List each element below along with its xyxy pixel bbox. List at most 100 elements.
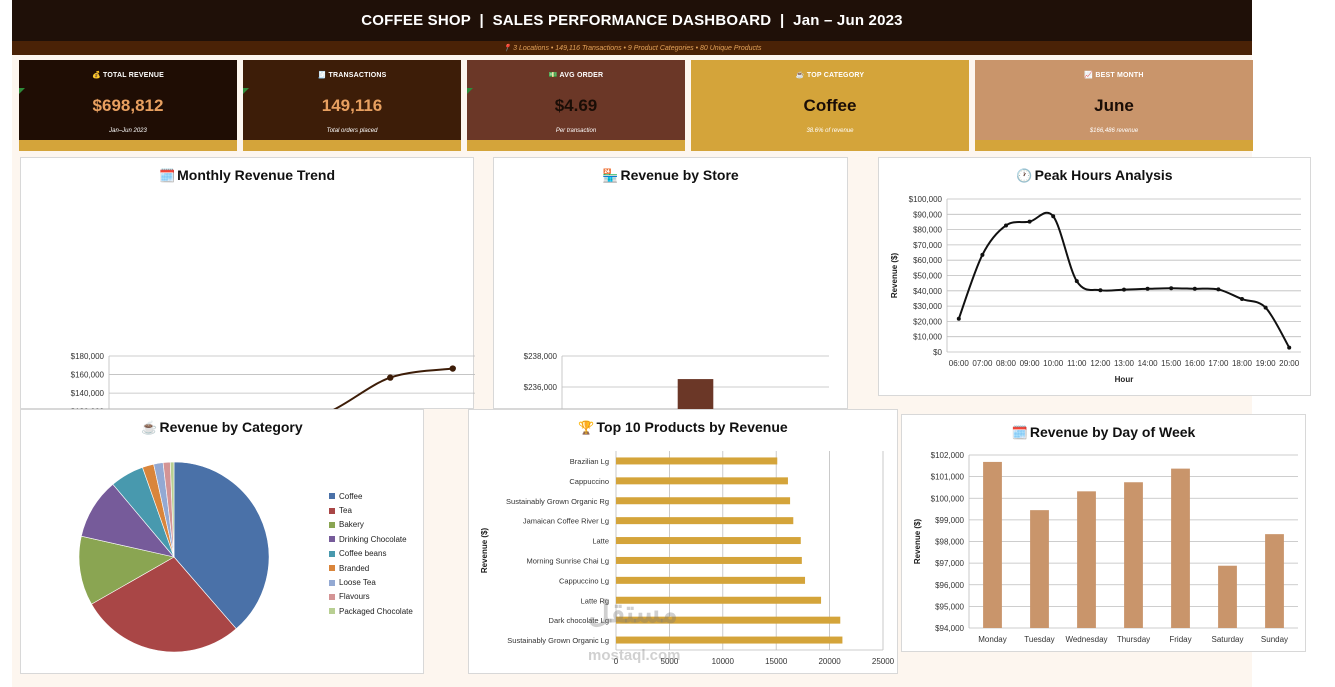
kpi-title: 🧾 TRANSACTIONS xyxy=(317,72,387,79)
bar xyxy=(616,556,802,564)
y-tick-label: $100,000 xyxy=(909,195,943,204)
bar xyxy=(616,616,841,624)
kpi-accent-bar xyxy=(691,140,969,151)
y-tick-label: $40,000 xyxy=(913,287,942,296)
x-tick-label: 20000 xyxy=(818,657,841,666)
y-tick-label: $238,000 xyxy=(524,352,558,361)
bar xyxy=(616,477,788,485)
y-tick-label: $0 xyxy=(933,348,942,357)
category-revenue-chart xyxy=(78,461,270,653)
data-point xyxy=(956,316,961,321)
category-revenue-title: ☕ Revenue by Category xyxy=(21,419,423,436)
calendar-icon: 🗓️ xyxy=(1011,425,1028,440)
top-products-chart: 0 5000 10000 15000 20000 25000 Brazilian Lg Cap… xyxy=(480,451,895,666)
kpi-value: $4.69 xyxy=(554,96,598,115)
data-point xyxy=(1192,286,1197,291)
data-point xyxy=(1098,288,1103,293)
x-tick-label: Monday xyxy=(978,635,1006,644)
legend-label: Tea xyxy=(339,506,352,516)
x-tick-label: 16:00 xyxy=(1185,359,1206,368)
legend-item: Loose Tea xyxy=(329,575,413,589)
kpi-title: 📈 BEST MONTH xyxy=(1084,72,1144,79)
data-point xyxy=(980,252,985,257)
kpi-card-transactions: 🧾 TRANSACTIONS 149,116 Total orders plac… xyxy=(243,60,461,151)
chart-title: Revenue by Category xyxy=(159,419,303,435)
kpi-subtitle: Jan–Jun 2023 xyxy=(109,128,147,134)
x-tick-label: 15:00 xyxy=(1161,359,1182,368)
calendar-icon: 🗓️ xyxy=(158,168,176,183)
legend-label: Loose Tea xyxy=(339,578,376,588)
kpi-value: June xyxy=(1094,96,1134,115)
y-tick-label: $236,000 xyxy=(524,383,558,392)
chart-title: Top 10 Products by Revenue xyxy=(596,419,788,435)
legend-label: Flavours xyxy=(339,592,370,602)
legend-label: Packaged Chocolate xyxy=(339,606,413,616)
pie-slice xyxy=(78,535,175,605)
y-tick-label: $97,000 xyxy=(935,559,964,568)
legend-swatch xyxy=(329,550,335,557)
kpi-accent-bar xyxy=(19,140,237,151)
legend-item: Coffee beans xyxy=(329,547,413,561)
x-tick-label: 13:00 xyxy=(1114,359,1135,368)
x-tick-label: 06:00 xyxy=(949,359,970,368)
x-tick-label: 20:00 xyxy=(1279,359,1300,368)
bar xyxy=(616,457,778,465)
y-tick-label: $95,000 xyxy=(935,602,964,611)
x-tick-label: 07:00 xyxy=(972,359,993,368)
indicator-triangle-icon xyxy=(19,88,25,94)
y-tick-label: Dark chocolate Lg xyxy=(549,616,609,625)
y-tick-label: Cappuccino Lg xyxy=(559,576,609,585)
category-legend: Coffee Tea Bakery Drinking Chocolate Coffee … xyxy=(329,489,413,619)
dashboard-title: COFFEE SHOP | SALES PERFORMANCE DASHBOAR… xyxy=(361,12,903,29)
y-tick-label: $96,000 xyxy=(935,581,964,590)
kpi-card-total-revenue: 💰 TOTAL REVENUE $698,812 Jan–Jun 2023 xyxy=(19,60,237,151)
store-revenue-panel: 🏪Revenue by Store $226,000$228,000$230,0… xyxy=(493,157,848,410)
x-tick-label: Sunday xyxy=(1261,635,1288,644)
x-tick-label: 25000 xyxy=(872,657,895,666)
clock-icon: 🕐 xyxy=(1016,168,1033,183)
weekday-revenue-chart: $94,000 $95,000 $96,000 $97,000 $98,000 $99,0… xyxy=(913,451,1298,644)
legend-item: Drinking Chocolate xyxy=(329,532,413,546)
bar xyxy=(1030,510,1049,628)
kpi-value: Coffee xyxy=(803,96,857,115)
bar xyxy=(983,461,1002,628)
watermark: مستقل mostaql.com xyxy=(588,595,681,664)
kpi-accent-bar xyxy=(975,140,1253,151)
legend-label: Drinking Chocolate xyxy=(339,534,407,544)
top-products-title: 🏆 Top 10 Products by Revenue xyxy=(469,419,897,436)
indicator-triangle-icon xyxy=(467,88,473,94)
x-tick-label: 0 xyxy=(614,657,619,666)
y-tick-label: $94,000 xyxy=(935,624,964,633)
legend-swatch xyxy=(329,593,335,600)
legend-swatch xyxy=(329,521,335,528)
y-tick-label: Cappuccino xyxy=(569,477,609,486)
x-tick-label: 11:00 xyxy=(1067,359,1087,368)
peak-hours-chart: $0 $10,000 $20,000 $30,000 $40,000 $50,000 $60… xyxy=(890,195,1301,384)
data-point xyxy=(1169,286,1174,291)
bar xyxy=(1124,482,1143,628)
chart-title: Monthly Revenue Trend xyxy=(177,167,336,183)
y-tick-label: $100,000 xyxy=(931,494,965,503)
dashboard-subtitle: 📍 3 Locations • 149,116 Transactions • 9… xyxy=(502,45,762,52)
weekday-revenue-title: 🗓️ Revenue by Day of Week xyxy=(902,424,1305,441)
coffee-cup-icon: ☕ xyxy=(141,420,158,435)
kpi-card-best-month: 📈 BEST MONTH June $166,486 revenue xyxy=(975,60,1253,151)
bar xyxy=(677,379,714,410)
bar xyxy=(616,517,794,525)
bar xyxy=(1265,534,1284,628)
chart-title: Revenue by Store xyxy=(620,167,739,183)
series-line xyxy=(957,211,1291,349)
x-tick-label: 10000 xyxy=(712,657,735,666)
y-tick-label: $102,000 xyxy=(931,451,965,460)
indicator-triangle-icon xyxy=(243,88,249,94)
monthly-revenue-panel: 🗓️Monthly Revenue Trend $0$20,000$40,000… xyxy=(20,157,475,410)
x-tick-label: Saturday xyxy=(1211,635,1243,644)
kpi-subtitle: 38.6% of revenue xyxy=(806,128,854,134)
y-tick-label: $180,000 xyxy=(71,352,105,361)
chart-title: Peak Hours Analysis xyxy=(1034,167,1173,183)
bar xyxy=(616,537,801,545)
watermark-latin: mostaql.com xyxy=(588,647,681,664)
y-tick-label: Sustainably Grown Organic Rg xyxy=(506,497,609,506)
data-point xyxy=(1027,219,1032,224)
kpi-accent-bar xyxy=(467,140,685,151)
